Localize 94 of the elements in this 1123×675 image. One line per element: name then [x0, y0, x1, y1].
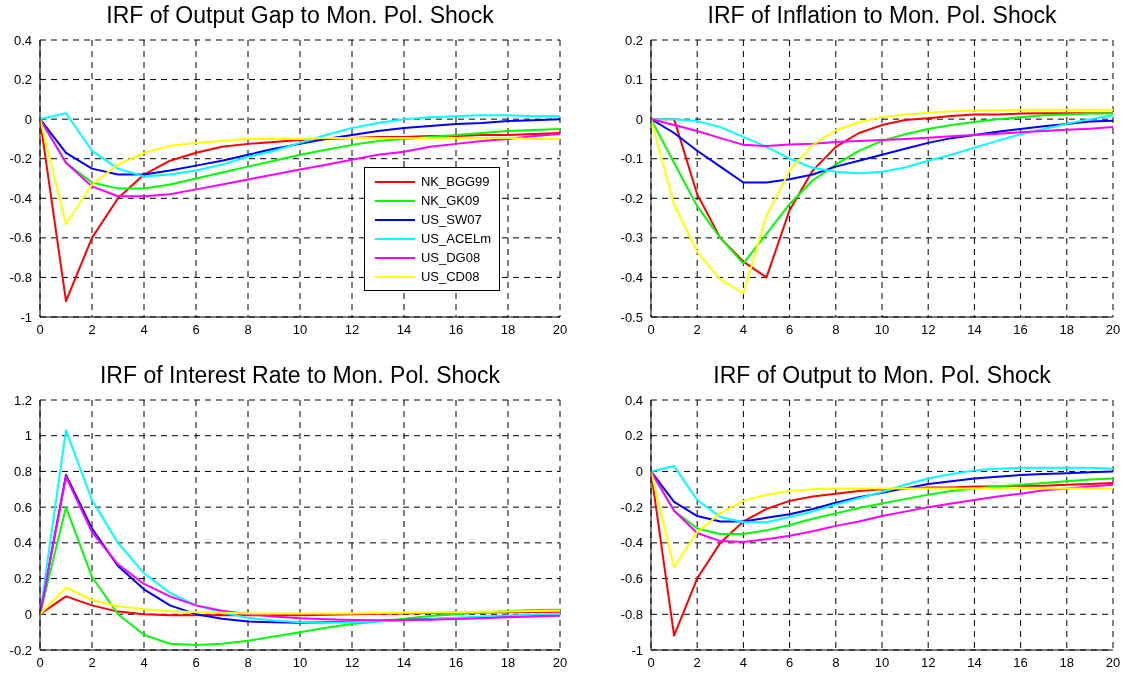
x-tick-label: 4 [140, 322, 148, 338]
x-tick-label: 10 [874, 322, 890, 338]
x-tick-label: 12 [344, 322, 360, 338]
line-series [40, 429, 560, 624]
y-tick-label: 0.4 [13, 32, 32, 48]
x-tick-label: 8 [244, 655, 252, 671]
y-tick-label: 0.8 [13, 464, 32, 480]
x-tick-label: 14 [396, 655, 412, 671]
x-tick-label: 20 [1105, 655, 1121, 671]
y-tick-label: 0.2 [624, 32, 643, 48]
x-tick-label: 0 [647, 655, 655, 671]
line-series [651, 118, 1113, 184]
chart-title: IRF of Inflation to Mon. Pol. Shock [706, 2, 1058, 29]
x-tick-label: 8 [244, 322, 252, 338]
x-tick-label: 14 [967, 655, 982, 671]
x-tick-label: 10 [292, 655, 308, 671]
y-tick-label: -0.5 [620, 309, 643, 325]
x-tick-label: 18 [1059, 655, 1075, 671]
y-tick-label: -1 [20, 309, 32, 325]
line-series [40, 506, 560, 646]
x-tick-label: 0 [647, 322, 655, 338]
y-tick-label: -0.6 [620, 571, 643, 587]
y-tick-label: 0 [24, 606, 32, 622]
x-tick-label: 12 [920, 655, 936, 671]
line-series [40, 586, 560, 616]
y-tick-label: -1 [631, 642, 643, 658]
x-tick-label: 6 [192, 655, 200, 671]
x-tick-label: 4 [140, 655, 148, 671]
chart-title: IRF of Interest Rate to Mon. Pol. Shock [98, 362, 502, 389]
legend-label: US_SW07 [420, 212, 482, 228]
legend-label: NK_GK09 [420, 193, 480, 209]
line-series [651, 118, 1113, 148]
x-tick-label: 18 [500, 655, 516, 671]
y-tick-label: 0 [635, 111, 643, 127]
chart-title: IRF of Output Gap to Mon. Pol. Shock [105, 2, 495, 29]
x-tick-label: 16 [448, 655, 464, 671]
x-tick-label: 16 [1013, 322, 1028, 338]
x-tick-label: 10 [292, 322, 308, 338]
y-tick-label: -0.4 [620, 535, 643, 551]
line-series [40, 118, 560, 226]
y-tick-label: -0.2 [9, 642, 32, 658]
x-tick-label: 16 [448, 322, 464, 338]
legend-label: US_DG08 [420, 250, 481, 266]
legend-label: NK_BGG99 [420, 174, 490, 190]
x-tick-label: 6 [785, 655, 794, 671]
line-series [651, 114, 1113, 175]
x-tick-label: 4 [739, 322, 748, 338]
x-tick-label: 2 [693, 322, 701, 338]
x-tick-label: 14 [396, 322, 412, 338]
y-tick-label: -0.2 [620, 499, 643, 515]
x-tick-label: 6 [192, 322, 200, 338]
y-tick-label: 0 [24, 111, 32, 127]
x-tick-label: 20 [552, 322, 568, 338]
y-tick-label: -0.8 [9, 270, 32, 286]
x-tick-label: 16 [1013, 655, 1028, 671]
x-tick-label: 4 [739, 655, 748, 671]
y-tick-label: 0.6 [13, 499, 32, 515]
legend-label: US_CD08 [420, 269, 480, 285]
y-tick-label: 0.2 [624, 428, 643, 444]
y-tick-label: -0.1 [620, 151, 643, 167]
y-tick-label: -0.2 [9, 151, 32, 167]
x-tick-label: 12 [344, 655, 360, 671]
y-tick-label: 1 [24, 428, 32, 444]
x-tick-label: 2 [88, 655, 96, 671]
x-tick-label: 20 [552, 655, 568, 671]
y-tick-label: 0 [635, 464, 643, 480]
legend-label: US_ACELm [420, 231, 491, 247]
x-tick-label: 18 [500, 322, 516, 338]
x-tick-label: 8 [832, 655, 840, 671]
y-tick-label: -0.3 [620, 230, 643, 246]
x-tick-label: 0 [36, 655, 44, 671]
x-tick-label: 20 [1105, 322, 1121, 338]
x-tick-label: 10 [874, 655, 890, 671]
y-tick-label: 0.2 [13, 571, 32, 587]
y-tick-label: -0.4 [620, 270, 643, 286]
line-series [651, 470, 1113, 568]
y-tick-label: -0.2 [620, 190, 643, 206]
y-tick-label: -0.6 [9, 230, 32, 246]
x-tick-label: 18 [1059, 322, 1075, 338]
y-tick-label: 0.2 [13, 72, 32, 88]
x-tick-label: 2 [693, 655, 701, 671]
y-tick-label: 0.4 [624, 392, 643, 408]
x-tick-label: 8 [832, 322, 840, 338]
x-tick-label: 14 [967, 322, 982, 338]
y-tick-label: -0.8 [620, 606, 643, 622]
x-tick-label: 12 [920, 322, 936, 338]
x-tick-label: 0 [36, 322, 44, 338]
x-tick-label: 2 [88, 322, 96, 338]
chart-title: IRF of Output to Mon. Pol. Shock [712, 362, 1052, 389]
y-tick-label: -0.4 [9, 190, 32, 206]
y-tick-label: 1.2 [13, 392, 32, 408]
y-tick-label: 0.1 [624, 72, 643, 88]
y-tick-label: 0.4 [13, 535, 32, 551]
x-tick-label: 6 [785, 322, 794, 338]
